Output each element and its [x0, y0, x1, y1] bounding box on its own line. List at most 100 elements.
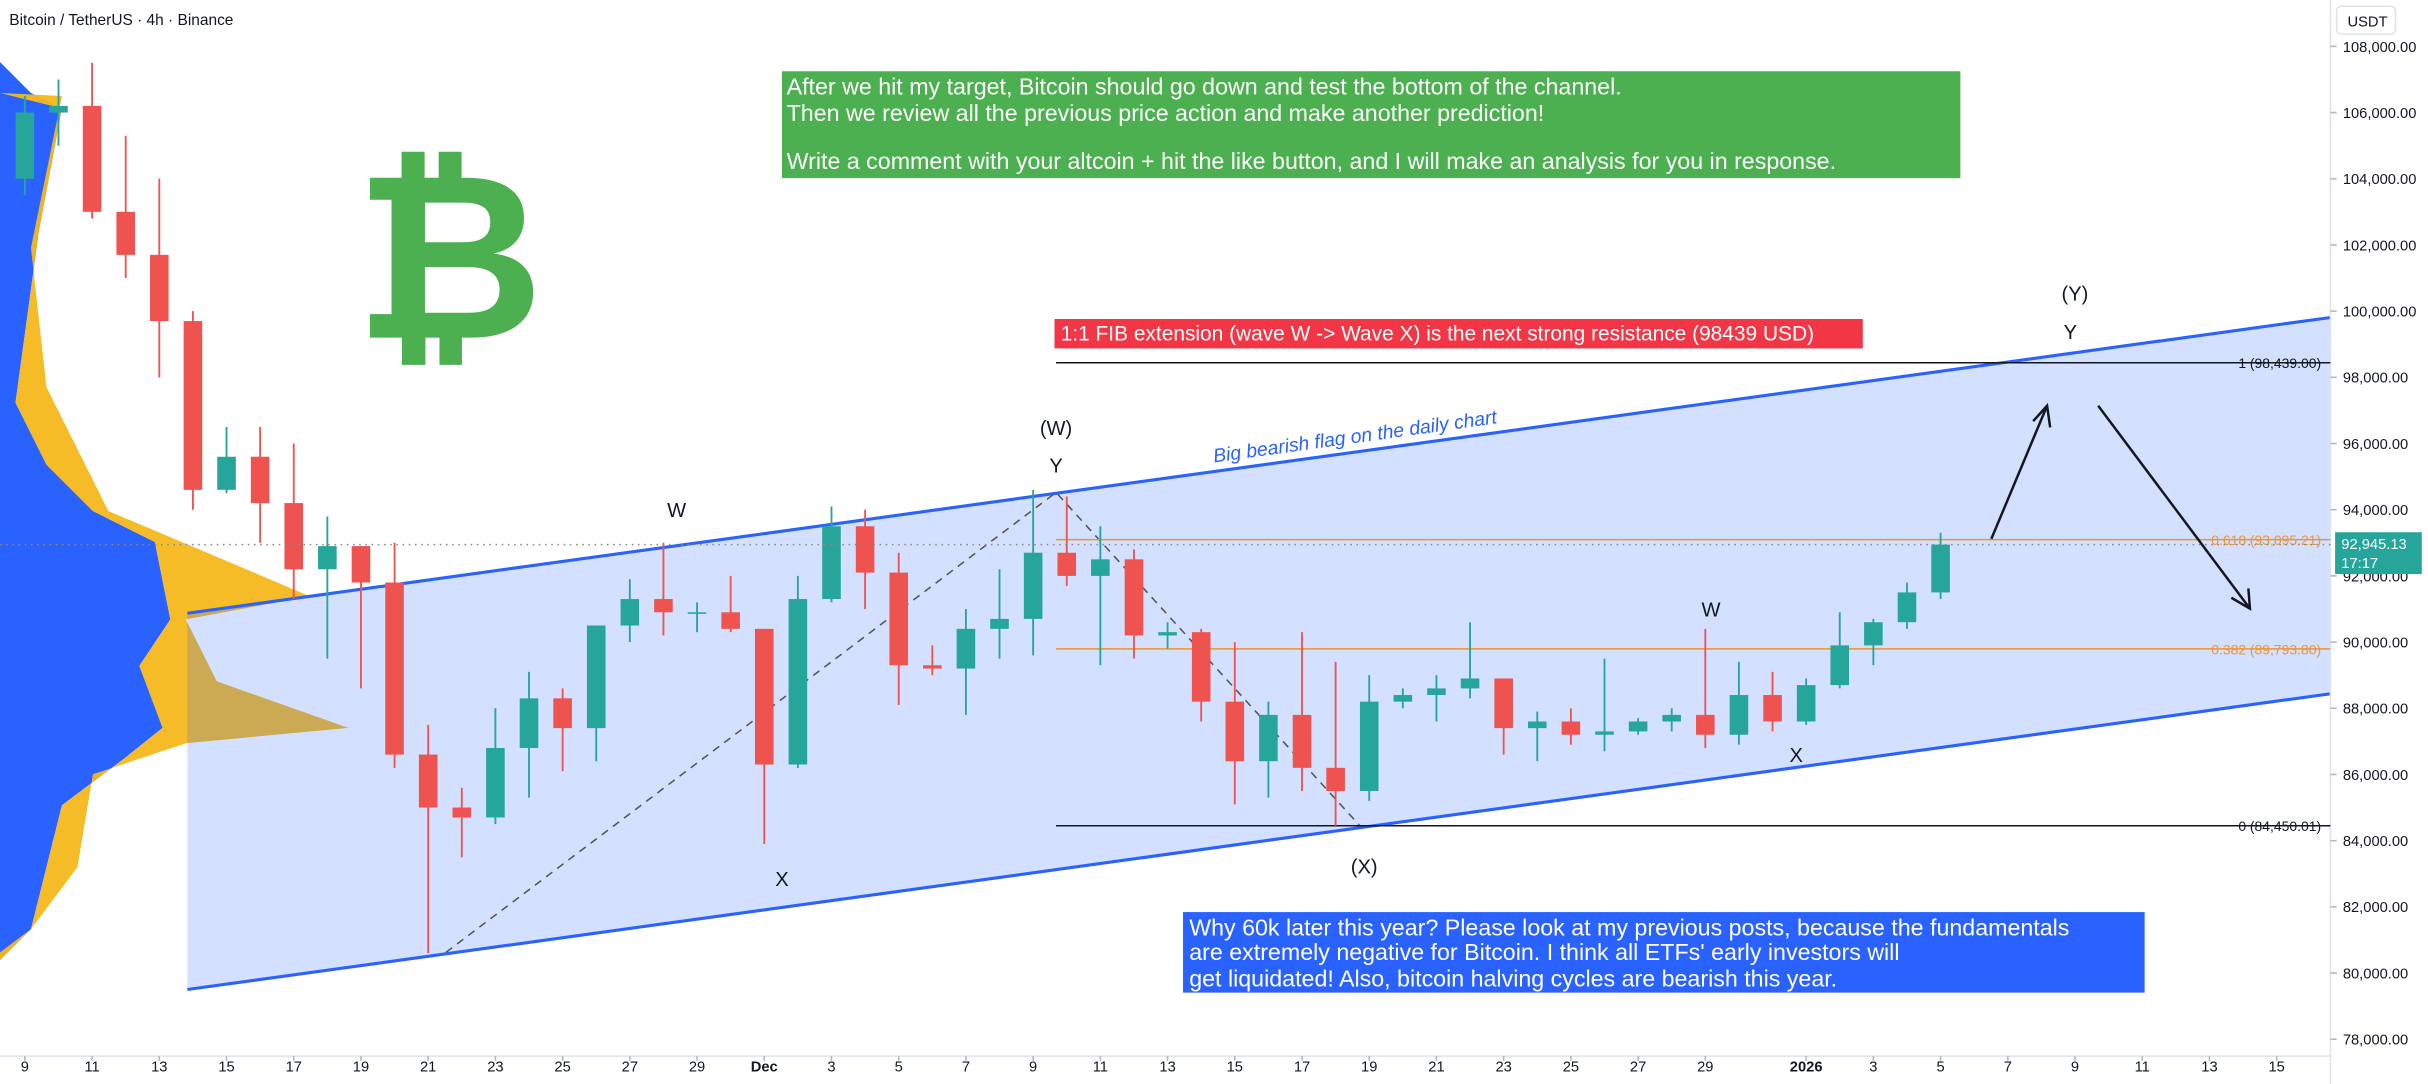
x-tick-label: 5 [895, 1060, 903, 1076]
x-tick-label: 11 [84, 1060, 99, 1076]
wave-label: X [1790, 745, 1803, 767]
volume-profile-blue [0, 61, 171, 961]
x-tick-label: 17 [286, 1060, 302, 1076]
wave-dash [445, 491, 1361, 953]
x-tick-label: 29 [1697, 1060, 1713, 1076]
candle-body [1057, 552, 1077, 576]
x-tick-label: 21 [420, 1060, 436, 1076]
x-tick-label: 27 [1630, 1060, 1646, 1076]
x-tick-label: 5 [1936, 1060, 1944, 1076]
candle-body [486, 747, 505, 818]
candle-body [1628, 721, 1648, 732]
candle-body [1460, 678, 1480, 689]
candle-body [49, 105, 68, 113]
candle-body [1729, 695, 1749, 735]
wave-label: X [775, 869, 788, 891]
x-tick-label: 13 [2201, 1060, 2217, 1076]
x-tick-label: 9 [2071, 1060, 2079, 1076]
x-tick-label: 25 [554, 1060, 570, 1076]
candle-body [82, 105, 102, 212]
x-tick-label: 23 [1495, 1060, 1511, 1076]
x-tick-label: 13 [151, 1060, 167, 1076]
note-green-box [781, 71, 1961, 179]
wave-label: W [1702, 599, 1721, 621]
candle-body [15, 112, 35, 179]
x-tick-label: 9 [21, 1060, 29, 1076]
candle-body [1561, 721, 1581, 735]
last-price: 92,945.13 [2341, 537, 2406, 553]
candle-body [788, 599, 808, 765]
candle-body [1359, 701, 1379, 792]
x-tick-label: 19 [353, 1060, 369, 1076]
channel-upper [187, 315, 2331, 615]
note-blue-line: Why 60k later this year? Please look at … [1189, 914, 2069, 940]
candle-body [1897, 592, 1917, 623]
candle-body [1830, 645, 1850, 686]
x-tick-label: 25 [1563, 1060, 1579, 1076]
wave-label: (Y) [2062, 283, 2089, 305]
plot: Bitcoin / TetherUS · 4h · Binance USDT 78,… [0, 5, 2422, 1076]
candle-body [1225, 701, 1245, 762]
candle-body [1931, 544, 1950, 593]
candle-body [452, 807, 472, 818]
y-tick-label: 96,000.00 [2343, 437, 2408, 453]
fib-label: 0 (84,450.01) [2238, 818, 2321, 834]
candle-body [1393, 695, 1413, 702]
y-tick-label: 106,000.00 [2343, 106, 2417, 122]
candle-body [1124, 559, 1144, 636]
candle-body [1158, 632, 1177, 636]
title: Bitcoin / TetherUS · 4h · Binance [9, 12, 233, 29]
candle-body [385, 582, 404, 755]
note-green-line: After we hit my target, Bitcoin should g… [787, 73, 1622, 99]
x-tick-label: 17 [1294, 1060, 1310, 1076]
y-tick-label: 84,000.00 [2343, 834, 2408, 850]
candle-body [1326, 767, 1345, 792]
x-tick-label: 13 [1159, 1060, 1175, 1076]
candle-body [1796, 685, 1816, 722]
candle-body [889, 572, 908, 666]
y-tick-label: 86,000.00 [2343, 768, 2408, 784]
candle-body [1864, 622, 1883, 646]
candle-body [250, 456, 270, 504]
y-tick-label: 82,000.00 [2343, 900, 2408, 916]
wave-label: (X) [1351, 856, 1378, 878]
y-tick-label: 80,000.00 [2343, 966, 2408, 982]
y-tick-label: 78,000.00 [2343, 1033, 2408, 1049]
y-tick-label: 108,000.00 [2343, 40, 2417, 56]
countdown: 17:17 [2341, 556, 2378, 572]
note-blue-line: get liquidated! Also, bitcoin halving cy… [1189, 965, 1837, 991]
y-tick-label: 90,000.00 [2343, 635, 2408, 651]
candle-body [990, 618, 1009, 629]
note-green-line: Write a comment with your altcoin + hit … [787, 148, 1836, 174]
bitcoin-logo: ₿ [354, 129, 543, 388]
wave-label: W [667, 500, 686, 522]
candle-body [923, 665, 942, 669]
candle-body [1494, 678, 1513, 729]
candle-body [687, 612, 707, 614]
candle-body [822, 526, 841, 600]
y-tick-label: 98,000.00 [2343, 371, 2408, 387]
note-green-line: Then we review all the previous price ac… [787, 100, 1545, 126]
candle-body [1662, 714, 1682, 722]
candle-body [150, 254, 169, 322]
last-price-box [2335, 532, 2422, 575]
candle-body [754, 628, 774, 765]
wave-label: (W) [1040, 418, 1072, 440]
note-red: 1:1 FIB extension (wave W -> Wave X) is … [1061, 323, 1814, 346]
fib-label: 0.618 (93,095.21) [2211, 532, 2321, 548]
y-tick-label: 88,000.00 [2343, 702, 2408, 718]
candle-body [1595, 731, 1614, 735]
x-tick-label: 15 [2268, 1060, 2284, 1076]
note-red-box [1054, 319, 1863, 349]
x-tick-label: 7 [2004, 1060, 2012, 1076]
candle-body [1696, 714, 1715, 735]
x-tick-label: Dec [751, 1060, 778, 1076]
x-tick-label: 23 [487, 1060, 503, 1076]
candle-body [1292, 714, 1312, 768]
x-tick-label: 11 [1093, 1060, 1108, 1076]
note-blue-line: are extremely negative for Bitcoin. I th… [1189, 939, 1899, 965]
candle-body [721, 612, 740, 629]
x-tick-label: 21 [1428, 1060, 1444, 1076]
